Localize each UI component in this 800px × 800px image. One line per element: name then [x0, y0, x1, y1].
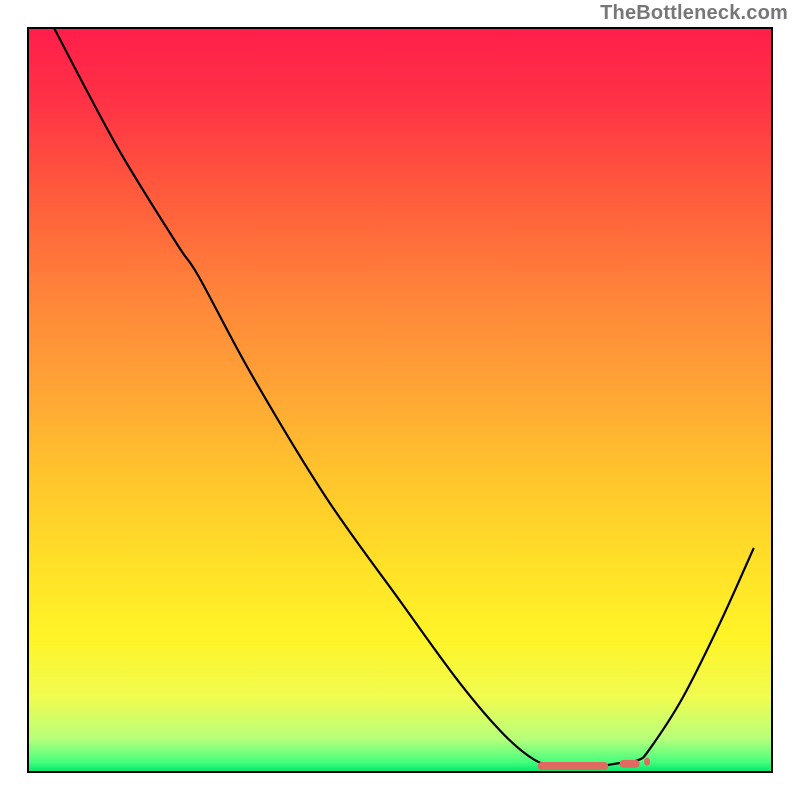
bottleneck-chart — [0, 0, 800, 800]
plot-gradient-background — [28, 28, 772, 772]
valley-marker — [644, 758, 650, 766]
valley-marker — [619, 760, 639, 768]
valley-marker — [538, 762, 609, 770]
